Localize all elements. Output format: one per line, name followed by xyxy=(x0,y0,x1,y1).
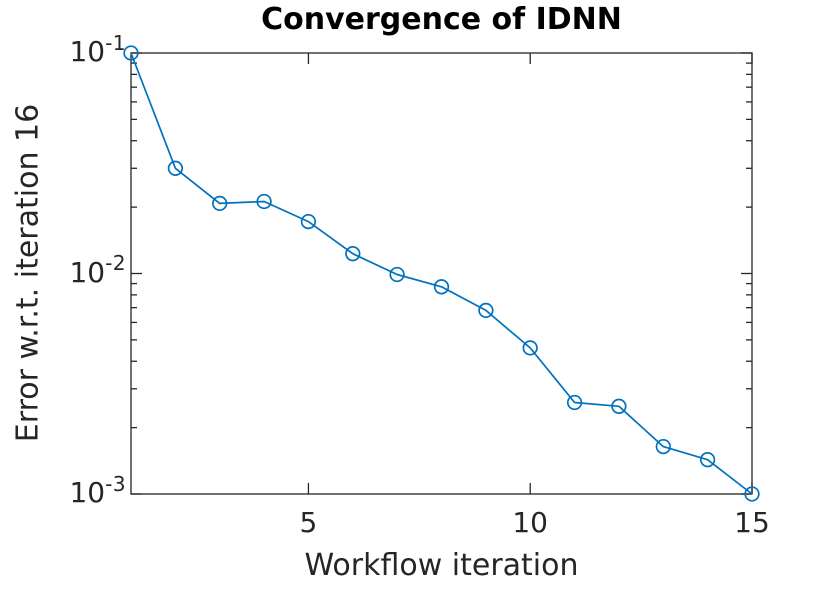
y-tick-exponent: -3 xyxy=(105,472,126,497)
x-tick-label: 10 xyxy=(512,506,549,539)
data-point-marker xyxy=(744,486,760,502)
axes-box xyxy=(130,52,753,495)
data-point-marker xyxy=(655,438,671,455)
x-tick-label: 15 xyxy=(734,506,770,539)
x-axis-label: Workflow iteration xyxy=(304,548,579,583)
y-tick-base: 10 xyxy=(69,255,106,289)
data-point-marker xyxy=(433,279,450,295)
series-line xyxy=(130,52,753,495)
y-tick-label: 10-1 xyxy=(69,31,126,69)
data-point-marker xyxy=(522,340,538,356)
data-point-marker xyxy=(345,246,361,262)
y-tick-label: 10-3 xyxy=(69,472,126,510)
y-tick-base: 10 xyxy=(69,476,106,510)
chart-title: Convergence of IDNN xyxy=(261,2,622,37)
data-point-marker xyxy=(389,266,405,283)
y-tick-exponent: -1 xyxy=(105,31,126,56)
data-point-marker xyxy=(566,394,583,411)
data-point-marker xyxy=(300,213,317,230)
y-axis-label-text: Error w.r.t. iteration 16 xyxy=(10,103,46,443)
y-tick-base: 10 xyxy=(69,35,106,69)
data-point-marker xyxy=(167,160,184,176)
data-point-marker xyxy=(123,45,139,61)
data-point-marker xyxy=(478,302,494,319)
y-tick-exponent: -2 xyxy=(105,251,126,276)
data-point-marker xyxy=(256,193,272,210)
data-point-marker xyxy=(212,195,228,212)
x-tick-label: 5 xyxy=(299,506,318,539)
data-point-marker xyxy=(611,398,627,414)
data-point-marker xyxy=(699,452,716,468)
y-tick-label: 10-2 xyxy=(69,252,126,289)
